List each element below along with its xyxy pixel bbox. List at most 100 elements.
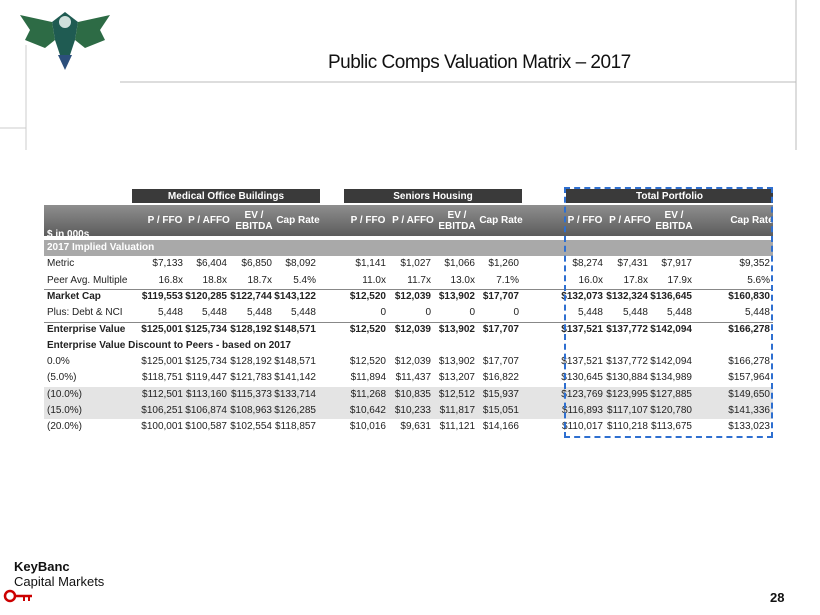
cell: $11,121 [439,421,475,433]
row-label: (5.0%) [47,372,77,384]
section-title: 2017 Implied Valuation [47,242,155,253]
cell: $133,023 [728,421,770,433]
slide-title: Public Comps Valuation Matrix – 2017 [328,52,631,73]
cell: $137,772 [606,323,648,335]
cell: $10,835 [394,388,431,400]
cell: 18.8x [202,274,227,286]
brand: KeyBanc [14,559,70,574]
column-header: P / FFO [567,215,603,226]
column-header: P / AFFO [392,215,434,226]
cell: $117,107 [607,405,648,416]
cell: 16.0x [578,274,603,286]
cell: 5,448 [577,307,603,319]
cell: $13,902 [438,356,475,368]
cell: $148,571 [274,323,316,335]
cell: $110,017 [562,421,603,433]
header-band [44,205,773,236]
cell: $160,830 [728,290,770,302]
cell: 7.1% [496,274,519,286]
division: Capital Markets [14,574,105,589]
cell: $132,073 [561,290,603,302]
cell: $7,133 [152,258,183,270]
cell: $134,989 [650,372,692,384]
cell: $14,166 [482,421,519,433]
cell: $118,857 [275,421,316,433]
cell: $7,917 [661,258,692,270]
cell: $125,001 [141,356,183,368]
cell: 18.7x [247,274,272,286]
units-label: $ in 000s [47,228,90,240]
cell: $125,734 [185,323,227,335]
cell: $15,051 [482,405,519,416]
column-header: P / AFFO [188,215,230,226]
group-header: Seniors Housing [344,189,522,203]
cell: $141,142 [274,372,316,384]
row-label: Metric [47,258,75,270]
key-icon [3,589,32,603]
cell: $7,431 [617,258,648,270]
cell: $1,260 [488,258,519,270]
cell: $166,278 [728,323,770,335]
row-label: Enterprise Value [47,323,126,335]
cell: 17.9x [667,274,692,286]
cell: $11,817 [439,405,475,416]
cell: 5,448 [201,307,227,319]
cell: $119,447 [186,372,227,384]
cell: $142,094 [650,323,692,335]
row-shade [44,403,773,420]
cell: $136,645 [650,290,692,302]
cell: $128,192 [230,356,272,368]
cell: $126,285 [274,405,316,416]
cell: $100,001 [141,421,183,433]
cell: $12,520 [349,356,386,368]
row-label: Plus: Debt & NCI [47,307,123,319]
cell: 17.8x [623,274,648,286]
cell: 0 [380,307,386,319]
row-label: Peer Avg. Multiple [47,274,128,286]
column-header: P / AFFO [609,215,651,226]
cell: $121,783 [230,372,272,384]
cell: $137,772 [606,356,648,368]
cell: $118,751 [142,372,183,384]
cell: $13,902 [438,290,475,302]
column-header: EV / EBITDA [655,209,693,232]
group-header: Medical Office Buildings [132,189,320,203]
cell: $15,937 [482,388,519,400]
cell: $116,893 [562,405,603,416]
cell: 5,448 [622,307,648,319]
cell: $125,001 [141,323,183,335]
cell: $149,650 [728,388,770,400]
cell: $10,642 [349,405,386,416]
cell: $108,963 [230,405,272,416]
cell: $8,274 [572,258,603,270]
column-header: P / FFO [147,215,183,226]
row-label: (15.0%) [47,405,83,416]
column-header: Cap Rate [730,215,774,226]
cell: $11,437 [395,372,431,384]
group-header: Total Portfolio [566,189,773,203]
cell: $113,675 [651,421,692,433]
logo [20,12,110,70]
cell: $1,141 [355,258,386,270]
cell: $166,278 [728,356,770,368]
cell: $102,554 [230,421,272,433]
cell: 5,448 [157,307,183,319]
section-title: Enterprise Value Discount to Peers - bas… [47,339,291,351]
cell: $130,645 [561,372,603,384]
cell: 5,448 [246,307,272,319]
cell: $157,964 [728,372,770,384]
cell: $13,902 [438,323,475,335]
cell: $6,404 [196,258,227,270]
cell: $17,707 [482,290,519,302]
cell: 0 [469,307,475,319]
cell: $130,884 [606,372,648,384]
cell: $132,324 [606,290,648,302]
cell: $120,285 [185,290,227,302]
cell: $17,707 [482,356,519,368]
cell: 16.8x [158,274,183,286]
cell: $9,631 [400,421,431,433]
cell: 0 [513,307,519,319]
cell: 5,448 [666,307,692,319]
